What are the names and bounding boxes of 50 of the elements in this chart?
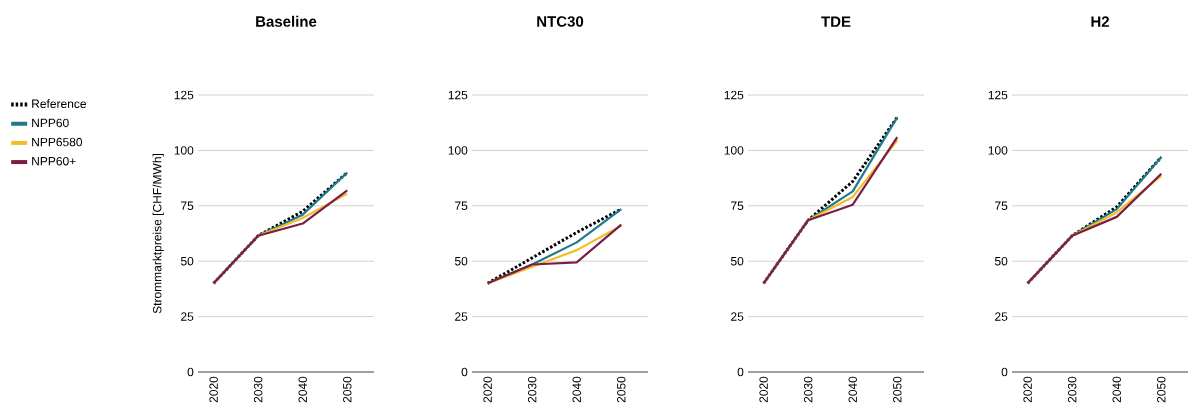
y-tick-label: 100 (448, 146, 468, 155)
y-tick-label: 75 (181, 201, 194, 210)
legend-label: NPP60+ (32, 156, 76, 166)
x-tick-label: 2050 (1157, 376, 1166, 403)
y-axis-title: Strommarktpreise [CHF/MWh] (152, 154, 164, 314)
y-tick-label: 125 (174, 90, 194, 100)
x-tick-label: 2040 (1112, 376, 1121, 403)
y-tick-label: 0 (187, 367, 194, 377)
legend-label: NPP60 (32, 118, 69, 128)
x-tick-label: 2040 (848, 376, 857, 403)
y-tick-label: 75 (455, 201, 468, 210)
x-tick-label: 2040 (298, 376, 307, 403)
y-tick-label: 125 (448, 90, 468, 100)
x-tick-label: 2020 (483, 376, 492, 403)
y-tick-label: 100 (174, 146, 194, 155)
x-tick-label: 2030 (253, 376, 263, 403)
y-tick-label: 125 (988, 90, 1008, 100)
x-tick-label: 2020 (1023, 376, 1032, 403)
y-tick-label: 25 (731, 312, 744, 321)
y-tick-label: 50 (454, 256, 468, 266)
y-tick-label: 125 (724, 90, 744, 100)
x-tick-label: 2050 (893, 376, 902, 403)
y-tick-label: 0 (1001, 367, 1008, 377)
y-tick-label: 0 (737, 367, 744, 377)
line-series (212, 171, 349, 285)
chart-title: NTC30 (537, 16, 584, 27)
y-tick-label: 25 (455, 312, 468, 321)
y-tick-label: 50 (730, 256, 744, 266)
x-tick-label: 2030 (803, 376, 813, 403)
chart-title: Baseline (256, 15, 317, 27)
x-tick-label: 2050 (617, 376, 626, 403)
y-tick-label: 0 (461, 367, 468, 377)
legend-label: NPP6580 (32, 137, 83, 147)
x-tick-label: 2040 (572, 376, 581, 403)
chart-title: TDE (821, 16, 851, 27)
y-tick-label: 25 (995, 312, 1008, 321)
y-tick-label: 100 (988, 146, 1008, 155)
x-tick-label: 2020 (759, 376, 768, 403)
x-tick-label: 2030 (527, 376, 537, 403)
y-tick-label: 25 (181, 312, 194, 321)
y-tick-label: 100 (724, 146, 744, 155)
x-tick-label: 2020 (209, 376, 218, 403)
y-tick-label: 50 (994, 256, 1008, 266)
y-tick-label: 75 (995, 201, 1008, 210)
y-tick-label: 50 (180, 256, 194, 266)
chart-title: H2 (1091, 16, 1109, 27)
legend-label: Reference (32, 99, 87, 108)
y-tick-label: 75 (731, 201, 744, 210)
x-tick-label: 2030 (1067, 376, 1077, 403)
x-tick-label: 2050 (343, 376, 352, 403)
